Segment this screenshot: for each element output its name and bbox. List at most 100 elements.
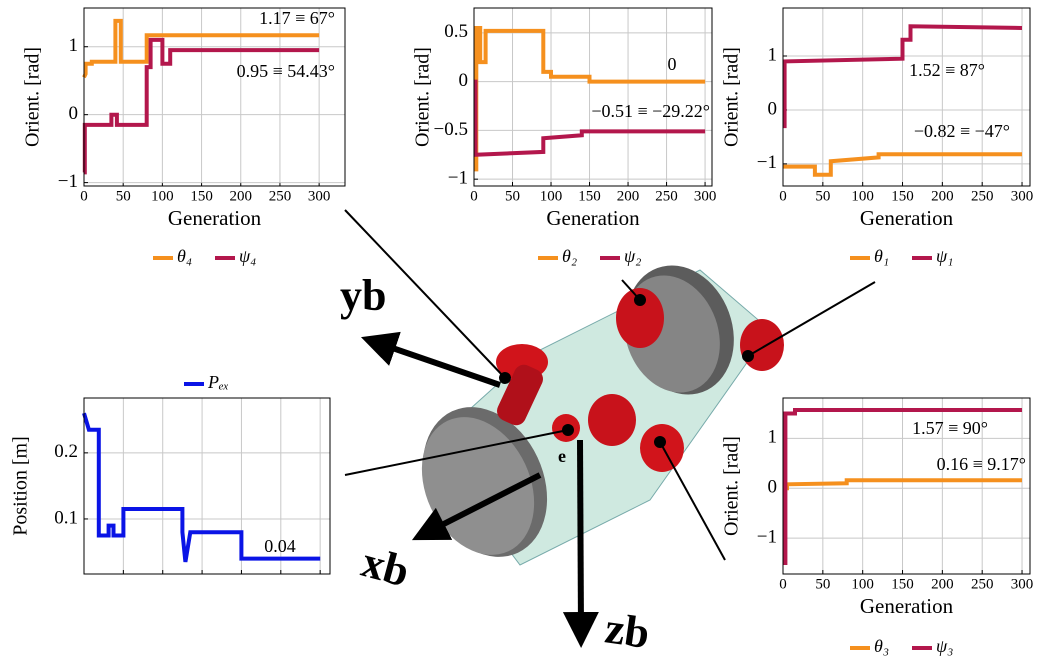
- x-tick-label: 300: [308, 188, 331, 204]
- x-tick-label: 0: [779, 188, 787, 204]
- y-tick-label: 0.2: [54, 441, 78, 462]
- x-tick-label: 200: [931, 188, 954, 204]
- robot-illustration: yb xb zb e: [340, 209, 876, 657]
- data-line: [82, 18, 320, 79]
- legend-label: Pₑₓ: [207, 372, 229, 392]
- x-tick-label: 100: [151, 188, 174, 204]
- x-tick-label: 50: [116, 188, 131, 204]
- x-tick-label: 100: [540, 188, 563, 204]
- axis-label-xb: xb: [357, 537, 415, 596]
- plot-background: [783, 398, 1030, 574]
- legend-label: ψ₄: [239, 246, 256, 266]
- x-tick-label: 50: [815, 188, 830, 204]
- x-tick-label: 250: [971, 576, 994, 592]
- y-tick-label: 0: [69, 103, 79, 124]
- anchor-dot: [634, 294, 646, 306]
- legend-label: θ₁: [874, 246, 889, 266]
- joint: [640, 424, 684, 472]
- plot-frame: [473, 7, 713, 187]
- connector: [747, 281, 876, 357]
- x-tick-label: 300: [1011, 188, 1034, 204]
- x-tick-label: 300: [694, 188, 717, 204]
- plot-background: [783, 8, 1030, 186]
- x-axis-label: Generation: [546, 206, 640, 230]
- anchor-dot: [499, 372, 511, 384]
- axis-arrow: [360, 331, 501, 388]
- x-axis-label: Generation: [168, 206, 262, 230]
- x-tick-label: 200: [617, 188, 640, 204]
- y-tick-label: −1: [448, 168, 468, 189]
- legend-label: θ₄: [177, 246, 192, 266]
- y-tick-label: 0.1: [54, 507, 78, 528]
- anchor-dot: [562, 424, 574, 436]
- y-axis-label: Orient. [rad]: [721, 47, 743, 147]
- y-axis-label: Position [m]: [10, 436, 32, 535]
- x-tick-label: 0: [80, 188, 88, 204]
- y-axis-label: Orient. [rad]: [721, 436, 743, 536]
- y-tick-label: 1: [768, 427, 778, 448]
- legend-label: ψ₁: [936, 246, 953, 266]
- y-tick-label: 0.5: [444, 21, 468, 42]
- axis-arrow: [411, 472, 542, 541]
- annotation: 1.52 ≡ 87°: [909, 60, 985, 80]
- y-tick-label: 0: [768, 98, 778, 119]
- data-line: [82, 37, 320, 175]
- annotation: 0.04: [264, 536, 296, 556]
- y-tick-label: 0: [768, 477, 778, 498]
- x-tick-label: 250: [655, 188, 678, 204]
- plot-background: [474, 8, 712, 186]
- y-tick-label: −1: [58, 171, 78, 192]
- annotation: −0.51 ≡ −29.22°: [591, 101, 710, 121]
- x-tick-label: 250: [269, 188, 292, 204]
- x-tick-label: 150: [891, 576, 914, 592]
- y-tick-label: 1: [768, 44, 778, 65]
- x-tick-label: 50: [815, 576, 830, 592]
- axis-label-zb: zb: [602, 603, 652, 657]
- link: [497, 364, 543, 426]
- x-tick-label: 100: [851, 576, 874, 592]
- legend-label: θ₂: [562, 246, 577, 266]
- data-line: [782, 24, 1023, 129]
- x-tick-label: 300: [1011, 576, 1034, 592]
- legend-label: ψ₂: [624, 246, 641, 266]
- x-tick-label: 150: [891, 188, 914, 204]
- plot-frame: [83, 7, 346, 187]
- data-line: [783, 152, 1022, 177]
- annotation: 0.16 ≡ 9.17°: [937, 454, 1026, 474]
- plot-frame: [782, 7, 1031, 187]
- x-tick-label: 150: [190, 188, 213, 204]
- x-tick-label: 150: [578, 188, 601, 204]
- axis-label-yb: yb: [340, 271, 386, 320]
- annotation: −0.82 ≡ −47°: [914, 121, 1010, 141]
- joint: [740, 319, 784, 371]
- joint: [588, 394, 636, 446]
- data-line: [473, 79, 706, 157]
- plot-frame: [782, 397, 1031, 575]
- annotation: 1.57 ≡ 90°: [912, 418, 988, 438]
- plot-background: [84, 8, 345, 186]
- annotation: 0: [668, 54, 677, 74]
- x-tick-label: 200: [931, 576, 954, 592]
- annotation: 1.17 ≡ 67°: [259, 8, 335, 28]
- joint: [616, 288, 664, 348]
- y-tick-label: −1: [757, 526, 777, 547]
- anchor-dot: [742, 350, 754, 362]
- legend-label: ψ₃: [936, 636, 953, 656]
- data-line: [474, 26, 706, 172]
- y-tick-label: 0: [459, 70, 469, 91]
- chart: 0 50 100 150 200 250 300 −1 −0.5 0 0.5 0 −0.51 ≡ −29…: [412, 7, 717, 266]
- data-line: [82, 412, 321, 563]
- point-label-e: e: [558, 446, 566, 466]
- x-tick-label: 50: [505, 188, 520, 204]
- data-line: [783, 408, 1022, 565]
- connector: [344, 429, 569, 476]
- x-tick-label: 200: [230, 188, 253, 204]
- axis-arrow: [562, 439, 599, 648]
- y-tick-label: −1: [757, 152, 777, 173]
- x-tick-label: 0: [779, 576, 787, 592]
- connector: [344, 209, 506, 379]
- chart: 0 50 100 150 200 250 300 −1 0 1 1.57 ≡ 90° 0.16 ≡ 9…: [721, 397, 1034, 656]
